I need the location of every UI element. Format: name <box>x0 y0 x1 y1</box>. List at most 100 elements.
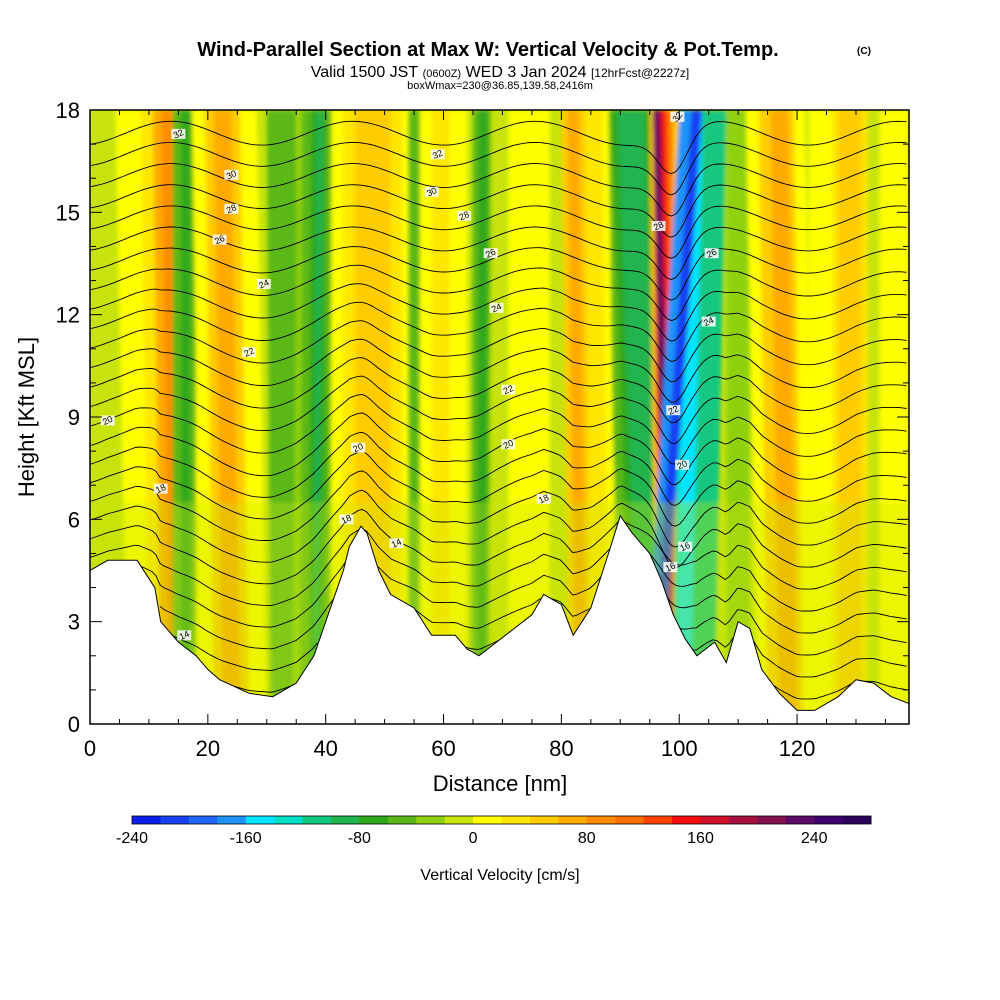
contour-label: 18 <box>154 482 167 495</box>
isentrope <box>90 301 907 362</box>
contour-label-bg <box>675 459 690 470</box>
contour-label-bg <box>489 302 504 313</box>
contour-label: 14 <box>390 537 403 550</box>
colorbar-swatch <box>529 816 559 824</box>
isentrope <box>90 528 907 612</box>
isentrope <box>159 597 907 656</box>
y-tick-label: 6 <box>68 507 80 532</box>
contour-label: 28 <box>225 202 238 215</box>
colorbar-swatch <box>728 816 758 824</box>
colorbar-swatch <box>501 816 531 824</box>
contour-label: 22 <box>242 346 255 359</box>
contour-label: 24 <box>490 301 503 314</box>
isentrope <box>90 509 907 590</box>
colorbar-swatch <box>842 816 872 824</box>
isentrope <box>90 489 907 569</box>
colorbar-swatch <box>444 816 474 824</box>
colorbar-swatch <box>302 816 332 824</box>
colorbar-swatch <box>188 816 218 824</box>
contour-label-bg <box>351 442 366 453</box>
contour-label-bg <box>389 538 404 549</box>
isentrope <box>90 320 907 383</box>
y-tick-label: 12 <box>56 303 80 328</box>
colorbar-tick-label: -240 <box>116 830 148 847</box>
isentrope <box>139 561 907 634</box>
colorbar-swatch <box>359 816 389 824</box>
colorbar-swatch <box>672 816 701 824</box>
y-tick-label: 15 <box>56 200 80 225</box>
colorbar-swatch <box>814 816 844 824</box>
contour-label: 20 <box>502 438 515 451</box>
colorbar-tick-label: -160 <box>230 830 262 847</box>
colorbar-swatch <box>245 816 275 824</box>
colorbar-label: Vertical Velocity [cm/s] <box>420 867 579 884</box>
contour-label: 30 <box>425 185 438 198</box>
isentrope <box>90 205 907 259</box>
contour-label: 26 <box>213 233 226 246</box>
colorbar-frame <box>131 815 872 825</box>
colorbar-swatch <box>274 816 304 824</box>
isentrope <box>90 357 907 424</box>
terrain <box>90 514 909 724</box>
contour-label: 32 <box>431 148 444 161</box>
isentrope <box>90 431 907 506</box>
contour-label: 26 <box>705 247 718 260</box>
y-tick-label: 18 <box>56 98 80 123</box>
colorbar-swatch <box>700 816 730 824</box>
contour-label: 28 <box>457 209 470 222</box>
contour-label-bg <box>424 186 439 197</box>
contour-label: 32 <box>172 127 185 140</box>
contour-label: 20 <box>101 414 114 427</box>
contour-label-bg <box>339 514 354 525</box>
colorbar-swatch <box>416 816 446 824</box>
contour-label-bg <box>171 128 186 139</box>
y-tick-label: 0 <box>68 712 80 737</box>
isentrope <box>90 184 907 238</box>
isentrope <box>90 283 907 342</box>
contour-label-bg <box>701 316 716 327</box>
x-tick-label: 40 <box>313 736 337 761</box>
isentrope <box>90 120 907 175</box>
valid-time: Valid 1500 JST <box>311 64 419 81</box>
contour-label: 18 <box>537 492 550 505</box>
contour-label-bg <box>483 248 498 259</box>
valid-time-utc: (0600Z) <box>423 68 462 80</box>
contour-label-bg <box>256 278 271 289</box>
contour-label-bg <box>663 562 678 573</box>
colorbar-tick-label: 160 <box>687 830 714 847</box>
x-tick-label: 80 <box>549 736 573 761</box>
colorbar-swatch <box>160 816 190 824</box>
colorbar-tick-label: -80 <box>348 830 371 847</box>
colorbar-swatch <box>586 816 616 824</box>
isentrope <box>90 451 907 527</box>
isentrope <box>90 412 907 486</box>
y-tick-label: 9 <box>68 405 80 430</box>
contour-label: 20 <box>351 441 364 454</box>
contour-label-bg <box>224 169 239 180</box>
isentrope <box>90 141 907 196</box>
colorbar-swatch <box>615 816 645 824</box>
contour-label-bg <box>501 439 516 450</box>
plot-area <box>90 110 909 724</box>
contour-label-bg <box>177 630 192 641</box>
isentrope <box>90 375 907 444</box>
chart-title: Wind-Parallel Section at Max W: Vertical… <box>197 39 778 61</box>
x-tick-label: 100 <box>661 736 698 761</box>
isentrope <box>90 394 907 465</box>
colorbar <box>131 815 872 825</box>
x-tick-label: 20 <box>196 736 220 761</box>
contour-label: 16 <box>678 540 691 553</box>
contour-label: 22 <box>667 404 680 417</box>
isentrope <box>90 246 907 301</box>
valid-time-line: Valid 1500 JST (0600Z) WED 3 Jan 2024 [1… <box>311 64 689 81</box>
contour-label: 26 <box>484 247 497 260</box>
x-axis-title: Distance [nm] <box>433 771 568 796</box>
x-tick-label: 60 <box>431 736 455 761</box>
isentrope <box>90 338 907 403</box>
axes: 0 20 40 60 80 100 120 0 3 6 9 12 15 18 <box>56 98 909 761</box>
colorbar-swatch <box>643 816 673 824</box>
forecast-run: [12hrFcst@2227z] <box>591 66 689 80</box>
colorbar-swatch <box>132 816 161 824</box>
contour-label-bg <box>651 220 666 231</box>
contour-label-bg <box>501 384 516 395</box>
